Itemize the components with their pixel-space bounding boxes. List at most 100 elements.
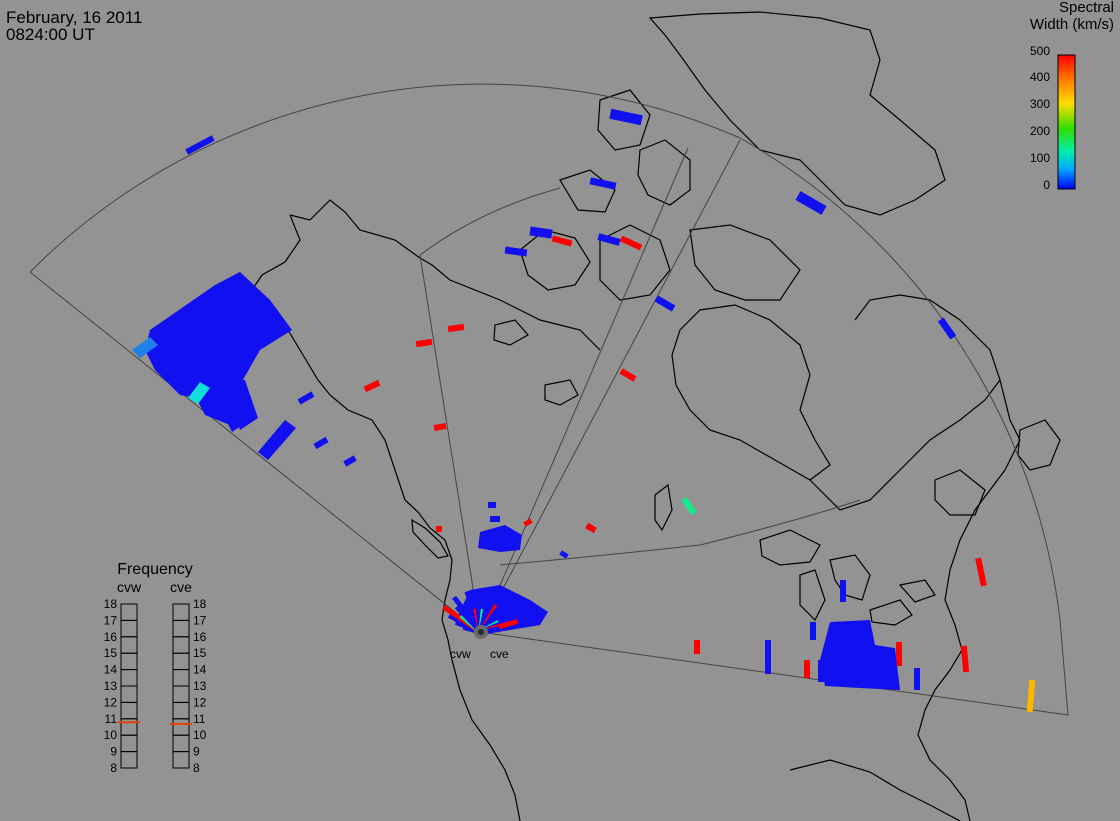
- colorbar-tick-400: 400: [1030, 70, 1050, 84]
- frequency-cell: [172, 685, 190, 703]
- frequency-tick-18: 18: [104, 597, 118, 611]
- frequency-tick-15: 15: [104, 646, 118, 660]
- frequency-cell: [120, 751, 138, 769]
- frequency-cell: [120, 685, 138, 703]
- frequency-cell: [120, 619, 138, 638]
- backscatter-patch: [609, 108, 643, 126]
- backscatter-patch: [297, 391, 315, 405]
- backscatter-patch: [654, 295, 676, 312]
- backscatter-patch: [1026, 679, 1036, 713]
- frequency-cell: [120, 652, 138, 671]
- frequency-tick-17: 17: [104, 613, 118, 627]
- backscatter-patch: [681, 496, 697, 516]
- frequency-tick-10: 10: [193, 728, 207, 742]
- frequency-cell: [172, 701, 190, 720]
- frequency-tick-18: 18: [193, 597, 207, 611]
- backscatter-patch: [694, 640, 700, 654]
- frequency-tick-12: 12: [104, 695, 118, 709]
- backscatter-patch: [490, 516, 500, 522]
- radar-label-cvw: cvw: [450, 647, 471, 661]
- backscatter-patch: [960, 645, 970, 673]
- radar-label-cve: cve: [490, 647, 509, 661]
- backscatter-patch: [765, 640, 771, 674]
- backscatter-patch: [447, 323, 465, 333]
- frequency-radar-cvw: cvw: [117, 579, 142, 595]
- colorbar: 500 400 300 200 100 0: [1030, 44, 1076, 192]
- backscatter-beam: [486, 626, 501, 634]
- frequency-cell: [120, 734, 138, 753]
- backscatter-patch: [415, 338, 433, 348]
- backscatter-patch: [559, 550, 569, 559]
- frequency-tick-9: 9: [110, 745, 117, 759]
- frequency-cell: [172, 603, 190, 621]
- backscatter-patch: [488, 502, 496, 508]
- backscatter-patch: [529, 226, 553, 239]
- frequency-cell: [120, 603, 138, 621]
- colorbar-tick-500: 500: [1030, 44, 1050, 58]
- backscatter-patch: [363, 379, 381, 393]
- backscatter-patch: [523, 518, 533, 527]
- backscatter-patch: [230, 395, 258, 430]
- backscatter-patch: [551, 235, 573, 247]
- radar-site-marker: [474, 625, 488, 639]
- frequency-cell: [172, 718, 190, 736]
- frequency-tick-9: 9: [193, 745, 200, 759]
- colorbar-tick-0: 0: [1043, 178, 1050, 192]
- frequency-tick-8: 8: [193, 761, 200, 775]
- backscatter-patch: [597, 233, 621, 246]
- frequency-cell: [172, 652, 190, 671]
- frequency-cell: [172, 751, 190, 769]
- backscatter-patch: [914, 668, 920, 690]
- date-label: February, 16 2011: [6, 8, 143, 27]
- backscatter-patch: [433, 423, 447, 431]
- backscatter-patch: [619, 235, 643, 251]
- colorbar-title-line2: Width (km/s): [1029, 16, 1114, 33]
- backscatter-patch: [975, 557, 987, 587]
- colorbar-tick-100: 100: [1030, 151, 1050, 165]
- backscatter-patch: [820, 620, 900, 690]
- backscatter-patch: [145, 272, 292, 400]
- coastlines: [251, 11, 1061, 821]
- frequency-tick-16: 16: [193, 630, 207, 644]
- frequency-radar-cve: cve: [170, 579, 192, 595]
- backscatter-layer: [132, 108, 1036, 713]
- backscatter-patch: [478, 525, 522, 552]
- frequency-tick-10: 10: [104, 728, 118, 742]
- backscatter-patch: [132, 337, 158, 358]
- frequency-tick-13: 13: [104, 679, 118, 693]
- backscatter-patch: [504, 246, 528, 257]
- frequency-tick-12: 12: [193, 695, 207, 709]
- frequency-tick-17: 17: [193, 613, 207, 627]
- backscatter-patch: [258, 420, 296, 460]
- colorbar-title: Spectral Width (km/s): [994, 0, 1114, 33]
- frequency-tick-15: 15: [193, 646, 207, 660]
- frequency-panel: Frequency cvw cve 18 17 16 15 14 13 12 11 10 9 8 18…: [104, 561, 207, 775]
- fov-outline: [29, 83, 1069, 716]
- frequency-tick-14: 14: [193, 663, 207, 677]
- colorbar-tick-200: 200: [1030, 124, 1050, 138]
- backscatter-patch: [226, 412, 244, 432]
- backscatter-patch: [188, 382, 210, 404]
- frequency-tick-16: 16: [104, 630, 118, 644]
- colorbar-title-line1: Spectral: [1058, 0, 1114, 16]
- backscatter-patch: [795, 191, 827, 215]
- backscatter-patch: [185, 135, 215, 155]
- frequency-cell: [172, 636, 190, 654]
- backscatter-patch: [589, 177, 617, 190]
- backscatter-patch: [313, 436, 329, 450]
- frequency-cell: [120, 669, 138, 687]
- frequency-cell: [172, 619, 190, 638]
- backscatter-patch: [436, 526, 442, 532]
- frequency-tick-13: 13: [193, 679, 207, 693]
- frequency-tick-11: 11: [193, 712, 206, 726]
- frequency-cell: [120, 718, 138, 736]
- frequency-cell: [172, 734, 190, 753]
- backscatter-patch: [937, 317, 957, 340]
- colorbar-gradient: [1057, 54, 1076, 190]
- backscatter-patch: [896, 642, 902, 666]
- backscatter-patch: [818, 660, 824, 682]
- backscatter-patch: [585, 522, 597, 534]
- backscatter-patch: [810, 622, 816, 640]
- frequency-cell: [120, 701, 138, 720]
